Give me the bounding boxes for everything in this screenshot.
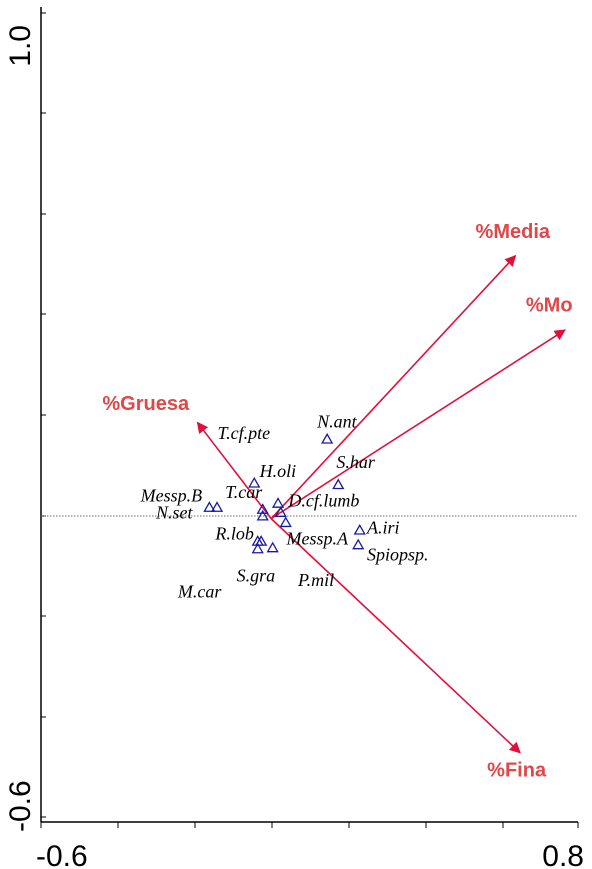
species-point xyxy=(210,501,224,512)
species-label: N.ant xyxy=(316,412,358,432)
x-axis: -0.6 0.8 xyxy=(36,821,584,869)
y-axis: 1.0 -0.6 xyxy=(4,7,46,832)
species-label: M.car xyxy=(177,582,222,602)
species-point xyxy=(274,506,287,517)
species-point xyxy=(321,432,334,444)
species-label: R.lob xyxy=(214,523,254,543)
species-label: T.car xyxy=(225,482,263,502)
species-point xyxy=(352,538,365,550)
species-label: Spiopsp. xyxy=(367,545,429,565)
species-point xyxy=(256,503,269,514)
species-point xyxy=(251,535,264,546)
arrow-label-media: %Media xyxy=(476,221,551,243)
arrow-mo xyxy=(270,329,566,520)
y-tick-label-bottom: -0.6 xyxy=(4,780,37,832)
x-tick-label-right: 0.8 xyxy=(542,840,584,869)
species-point xyxy=(353,523,366,535)
arrow-gruesa xyxy=(196,421,272,520)
species-point xyxy=(248,476,261,488)
species-label: S.har xyxy=(336,452,376,472)
y-tick-label-top: 1.0 xyxy=(4,25,37,67)
species-point xyxy=(266,541,279,553)
arrow-label-fina: %Fina xyxy=(487,759,547,781)
species-labels: N.ant T.cf.pte H.oli S.har T.car D.cf.lumb Mes… xyxy=(140,412,429,602)
arrow-label-mo: %Mo xyxy=(526,294,573,316)
species-point xyxy=(203,501,216,512)
environment-arrows: %Media %Mo %Gruesa %Fina xyxy=(102,221,572,781)
species-label: A.iri xyxy=(366,517,400,537)
species-points xyxy=(203,432,366,554)
species-label: S.gra xyxy=(237,565,276,585)
species-point xyxy=(279,516,292,528)
species-label: P.mil xyxy=(297,570,334,590)
species-label: N.set xyxy=(155,503,194,523)
species-label: T.cf.pte xyxy=(217,423,270,443)
species-label: Messp.B xyxy=(140,485,203,505)
species-point xyxy=(256,509,269,521)
species-point xyxy=(271,497,285,508)
species-label: Messp.A xyxy=(285,528,348,548)
species-point xyxy=(332,478,345,490)
arrow-fina xyxy=(270,518,521,754)
species-label: D.cf.lumb xyxy=(287,490,359,510)
species-point xyxy=(251,542,264,554)
arrow-media xyxy=(270,254,517,520)
arrow-label-gruesa: %Gruesa xyxy=(102,393,190,415)
x-tick-label-left: -0.6 xyxy=(36,840,88,869)
species-label: H.oli xyxy=(259,461,297,481)
